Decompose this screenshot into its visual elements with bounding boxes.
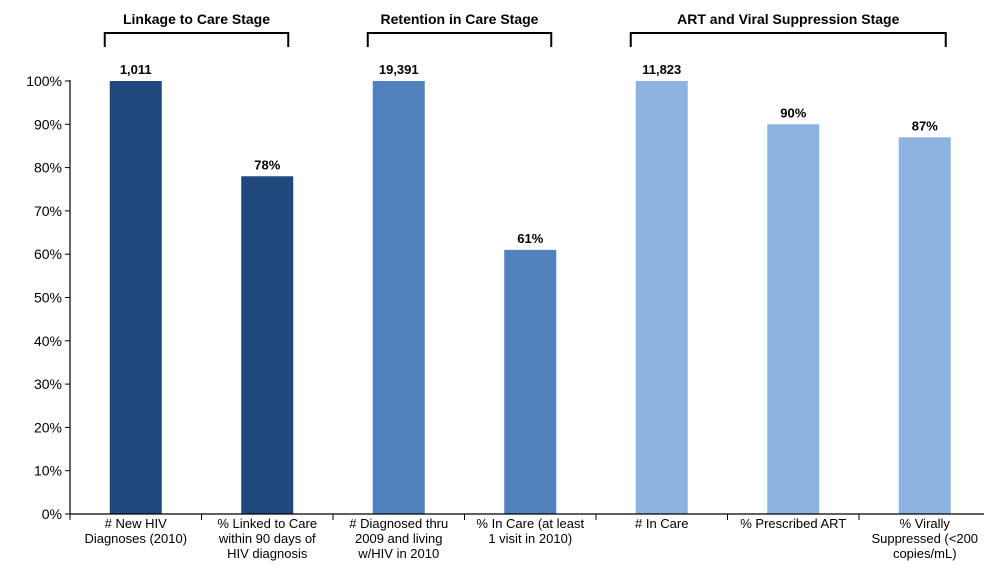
- x-category-label: % Virally: [900, 516, 951, 531]
- y-tick-label: 80%: [34, 160, 62, 176]
- y-tick-label: 30%: [34, 376, 62, 392]
- stage-label: ART and Viral Suppression Stage: [677, 11, 899, 27]
- x-category-label: w/HIV in 2010: [357, 546, 439, 561]
- y-tick-label: 10%: [34, 463, 62, 479]
- data-label: 87%: [912, 118, 938, 133]
- x-category-label: # In Care: [635, 516, 688, 531]
- y-tick-label: 40%: [34, 333, 62, 349]
- y-tick-label: 20%: [34, 419, 62, 435]
- stage-brackets: Linkage to Care Stage Retention in Care S…: [103, 11, 947, 47]
- bar: [504, 249, 557, 514]
- y-tick-label: 90%: [34, 116, 62, 132]
- data-label: 11,823: [642, 62, 681, 77]
- y-tick-label: 70%: [34, 203, 62, 219]
- x-category-label: within 90 days of: [218, 531, 316, 546]
- stage-bracket: [103, 32, 290, 47]
- y-tick-label: 0%: [42, 506, 62, 522]
- x-category-label: % Linked to Care: [217, 516, 317, 531]
- y-axis: 0% 10% 20% 30% 40% 50% 60% 70% 80% 90% 100%: [26, 73, 71, 522]
- y-tick-label: 100%: [26, 73, 62, 89]
- stage-label: Retention in Care Stage: [381, 11, 539, 27]
- y-tick-label: 60%: [34, 246, 62, 262]
- bar: [372, 81, 425, 514]
- data-label: 61%: [517, 231, 543, 246]
- x-category-label: Diagnoses (2010): [84, 531, 187, 546]
- stage-bracket: [366, 32, 553, 47]
- data-label: 90%: [780, 105, 806, 120]
- x-category-label: # New HIV: [105, 516, 167, 531]
- x-category-label: HIV diagnosis: [227, 546, 308, 561]
- bar: [241, 176, 294, 514]
- bar: [898, 137, 951, 515]
- y-tick-label: 50%: [34, 290, 62, 306]
- x-category-label: 2009 and living: [355, 531, 442, 546]
- bar: [767, 124, 820, 515]
- x-category-label: Suppressed (<200: [871, 531, 978, 546]
- stage-bracket: [629, 32, 947, 47]
- x-category-label: 1 visit in 2010): [488, 531, 572, 546]
- data-label: 19,391: [379, 62, 419, 77]
- x-category-label: % Prescribed ART: [740, 516, 846, 531]
- x-category-label: % In Care (at least: [476, 516, 584, 531]
- bar: [635, 81, 688, 514]
- bar: [109, 81, 162, 514]
- data-label: 1,011: [120, 62, 152, 77]
- stage-label: Linkage to Care Stage: [123, 11, 270, 27]
- bars: 1,011 78% 19,391 61% 11,823 90% 87%: [109, 62, 951, 515]
- data-label: 78%: [254, 157, 280, 172]
- x-category-label: # Diagnosed thru: [349, 516, 448, 531]
- x-category-label: copies/mL): [893, 546, 957, 561]
